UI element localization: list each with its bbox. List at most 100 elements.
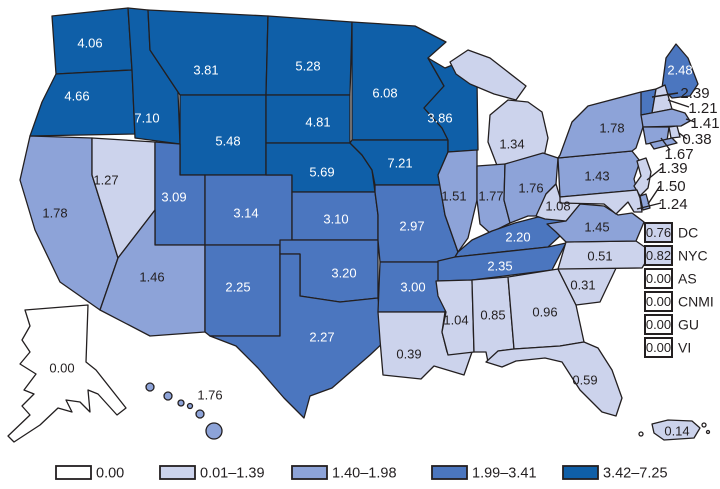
- territory-label-dc: DC: [678, 225, 698, 241]
- legend-label-3: 1.99–3.41: [472, 466, 537, 482]
- callouts-layer: 2.391.211.410.381.671.391.501.24: [636, 85, 720, 213]
- small-island: [638, 431, 644, 437]
- state-in-value: 1.77: [478, 189, 503, 204]
- state-mi: [487, 99, 549, 171]
- state-hi-island: [177, 399, 185, 407]
- territory-value-nyc: 0.82: [646, 248, 671, 263]
- state-labels-layer: 4.06 4.66 1.78 1.27 7.10 3.81 5.48 3.09 3.14 1.46…: [42, 36, 692, 439]
- state-hi-island: [145, 382, 155, 392]
- state-mn-value: 6.08: [372, 86, 397, 101]
- state-hi-island: [195, 409, 205, 419]
- callout-value-nj: 1.39: [658, 160, 687, 177]
- small-island: [705, 429, 711, 435]
- state-ny-value: 1.78: [599, 121, 624, 136]
- territory-label-cnmi: CNMI: [678, 294, 714, 310]
- state-ms-value: 1.04: [443, 313, 468, 328]
- callout-value-ct: 1.67: [664, 146, 693, 163]
- state-mt-value: 3.81: [193, 63, 218, 78]
- state-me-value: 2.48: [667, 63, 692, 78]
- state-wa-value: 4.06: [77, 36, 102, 51]
- callout-value-vt: 2.39: [680, 85, 709, 102]
- state-nm-value: 2.25: [225, 280, 250, 295]
- territory-box-gu: [644, 314, 673, 335]
- state-mi-extra-shape: [449, 49, 527, 101]
- state-il: [437, 149, 478, 253]
- callout-value-md: 1.24: [658, 196, 687, 213]
- legend-label-2: 1.40–1.98: [332, 466, 397, 482]
- territory-label-as: AS: [678, 271, 697, 287]
- legend-layer: 0.00 0.01–1.39 1.40–1.98 1.99–3.41 3.42–7.25: [55, 465, 668, 482]
- state-fl: [485, 341, 623, 417]
- legend-swatch-3: [431, 465, 468, 480]
- territory-box-as: [644, 268, 673, 289]
- state-ut-value: 3.09: [161, 190, 186, 205]
- territory-box-nyc: [644, 245, 673, 266]
- state-ga-value: 0.96: [532, 305, 557, 320]
- state-pr: [651, 419, 701, 441]
- state-pr-value: 0.14: [664, 424, 689, 439]
- state-fl-value: 0.59: [572, 373, 597, 388]
- callout-line-ct: [660, 137, 671, 151]
- state-hi-island: [163, 391, 173, 401]
- state-wy-value: 5.48: [215, 134, 240, 149]
- state-hi-island: [205, 422, 223, 440]
- callout-line-ri: [678, 132, 688, 140]
- territory-label-nyc: NYC: [678, 248, 708, 264]
- state-az-value: 1.46: [139, 270, 164, 285]
- territory-boxes-layer: 0.76 DC 0.82 NYC 0.00 AS 0.00 CNMI 0.00 GU 0.00 VI: [644, 222, 714, 358]
- state-il-value: 1.51: [441, 189, 466, 204]
- callout-line-vt: [651, 92, 679, 98]
- state-ky-value: 2.20: [505, 230, 530, 245]
- state-tx-value: 2.27: [309, 330, 334, 345]
- legend-swatch-1: [159, 465, 196, 480]
- states-layer: [7, 7, 701, 443]
- state-hi-value: 1.76: [197, 388, 222, 403]
- callout-value-de: 1.50: [656, 178, 685, 195]
- state-ks-value: 3.10: [323, 212, 348, 227]
- legend-swatch-2: [291, 465, 328, 480]
- legend-label-1: 0.01–1.39: [200, 466, 265, 482]
- state-nc-value: 0.51: [587, 249, 612, 264]
- state-oh-value: 1.76: [518, 181, 543, 196]
- state-sc-value: 0.31: [570, 278, 595, 293]
- legend-label-0: 0.00: [96, 466, 124, 482]
- state-pa-value: 1.43: [584, 169, 609, 184]
- state-va-value: 1.45: [584, 220, 609, 235]
- territory-box-cnmi: [644, 291, 673, 312]
- state-hi-island: [186, 402, 194, 410]
- callout-value-nh: 1.21: [688, 100, 717, 117]
- state-nv-value: 1.27: [93, 173, 118, 188]
- state-ar-value: 3.00: [400, 280, 425, 295]
- legend-swatch-0: [55, 465, 92, 480]
- state-ia-value: 7.21: [387, 156, 412, 171]
- state-al-value: 0.85: [480, 308, 505, 323]
- state-or: [29, 69, 136, 137]
- territory-box-vi: [644, 337, 673, 358]
- callout-value-ma: 1.41: [690, 115, 719, 132]
- state-wv-value: 1.08: [545, 199, 570, 214]
- state-la-value: 0.39: [396, 347, 421, 362]
- territory-value-gu: 0.00: [646, 317, 671, 332]
- callout-line-md: [636, 202, 662, 210]
- state-ny-extra-shape: [649, 137, 678, 150]
- territory-value-cnmi: 0.00: [646, 294, 671, 309]
- state-md: [559, 189, 643, 215]
- state-nd: [265, 15, 353, 96]
- territory-box-dc: [644, 222, 673, 243]
- state-mo-value: 2.97: [399, 219, 424, 234]
- callout-line-ma: [685, 118, 696, 123]
- state-ne-value: 5.69: [309, 165, 334, 180]
- small-island: [701, 422, 707, 428]
- state-nj: [633, 157, 652, 197]
- state-me: [661, 43, 699, 99]
- territory-value-dc: 0.76: [646, 225, 671, 240]
- islands-layer: [145, 49, 711, 440]
- territory-value-vi: 0.00: [646, 340, 671, 355]
- legend-swatch-4: [562, 465, 599, 480]
- state-ri: [668, 125, 681, 139]
- territory-label-vi: VI: [678, 340, 691, 356]
- state-tx: [209, 253, 387, 419]
- state-nd-value: 5.28: [295, 59, 320, 74]
